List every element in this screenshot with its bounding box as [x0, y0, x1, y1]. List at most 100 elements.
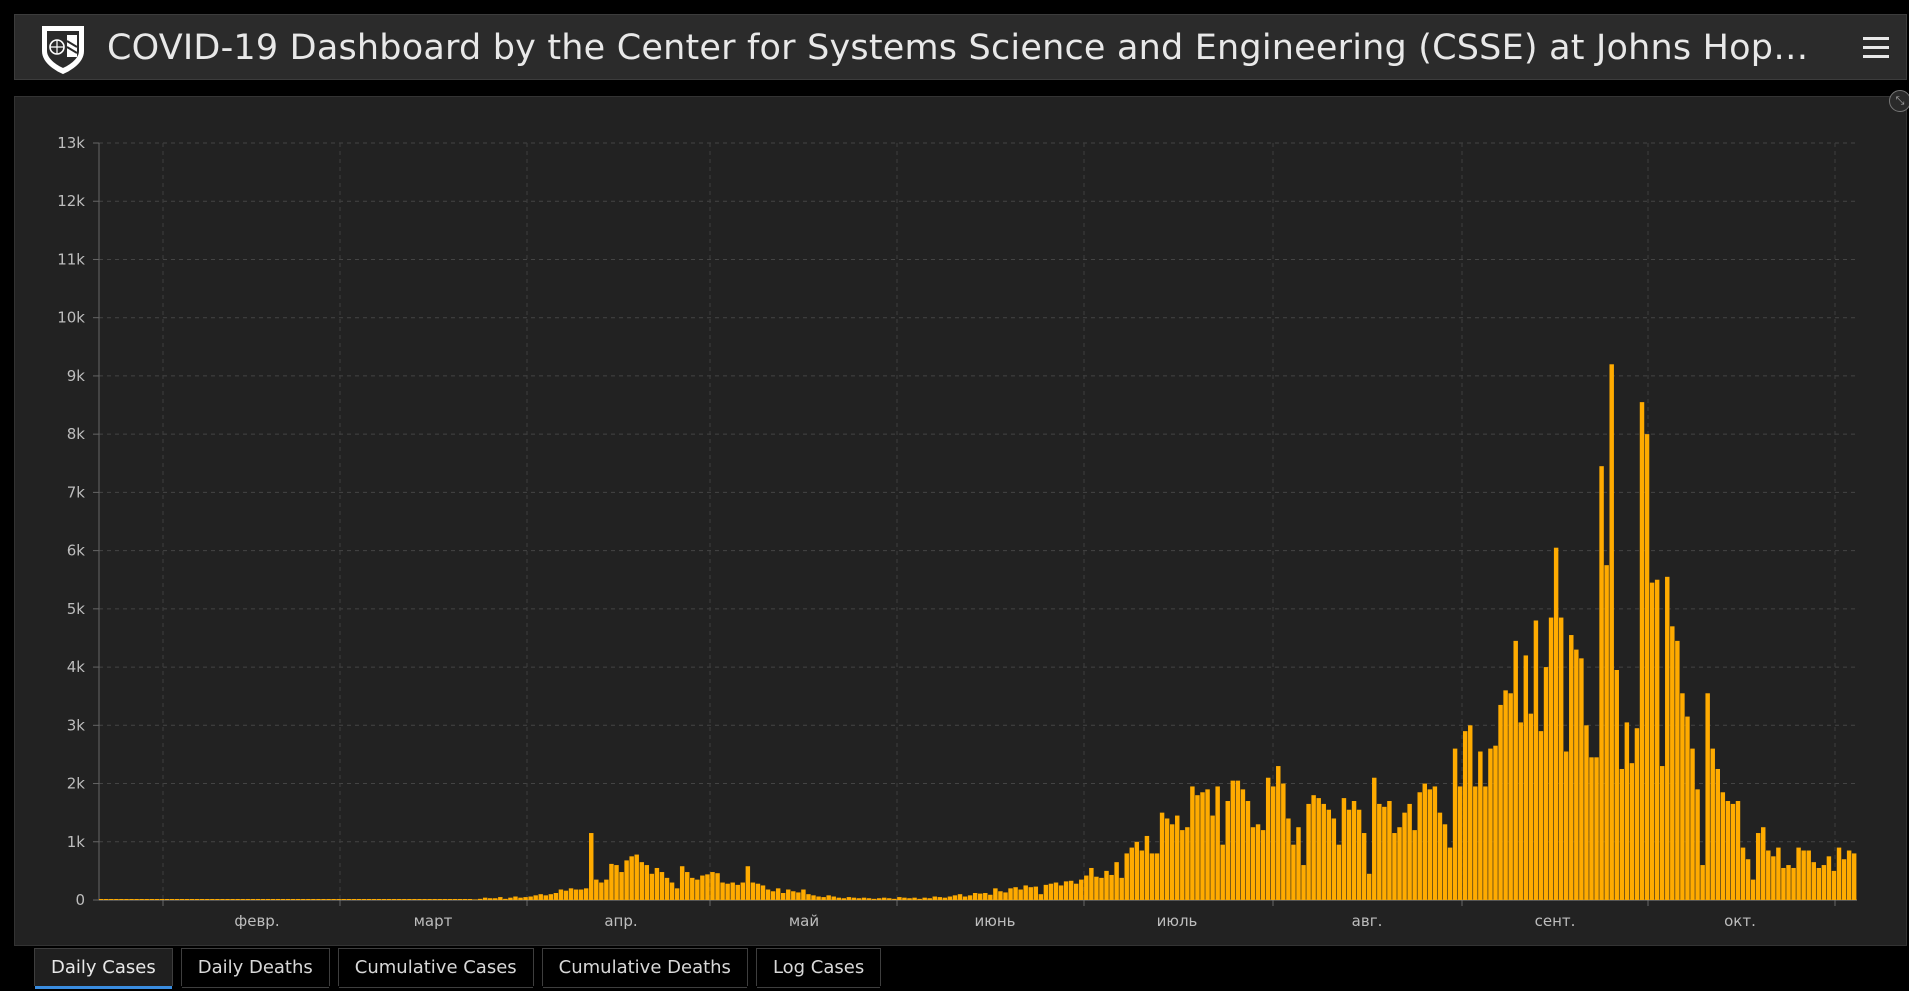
x-tick-label: апр.: [604, 912, 637, 930]
bar: [1670, 626, 1675, 900]
bar: [1806, 850, 1811, 900]
bar: [750, 882, 756, 900]
bar: [1144, 835, 1150, 900]
bar: [988, 894, 993, 900]
bar: [1109, 874, 1114, 900]
bar: [558, 889, 564, 900]
bar: [1154, 853, 1160, 900]
bar: [134, 899, 139, 900]
bar: [174, 899, 180, 900]
bar: [664, 877, 670, 900]
tab-daily-cases[interactable]: Daily Cases: [34, 948, 173, 989]
bar: [366, 899, 372, 900]
bar: [1220, 844, 1225, 900]
bar: [983, 893, 988, 900]
bar: [1503, 690, 1508, 900]
bar: [1407, 803, 1412, 900]
bar: [1619, 768, 1625, 900]
bar: [1609, 364, 1614, 900]
bar: [1427, 789, 1433, 900]
bar: [1351, 801, 1357, 900]
bar: [1604, 565, 1609, 900]
bar: [280, 899, 286, 900]
bar: [447, 899, 453, 900]
collapse-panel-icon[interactable]: ⤡: [1889, 90, 1909, 112]
bar: [720, 882, 725, 900]
tab-cumulative-cases[interactable]: Cumulative Cases: [337, 948, 534, 988]
bar: [1649, 582, 1655, 900]
bar: [144, 899, 149, 900]
bar: [1599, 466, 1604, 900]
bar: [917, 898, 922, 900]
bar: [1316, 798, 1321, 900]
bar: [760, 885, 766, 900]
bar: [1417, 792, 1422, 900]
bar: [290, 899, 296, 900]
bar: [296, 899, 301, 900]
bar: [614, 865, 619, 900]
bar: [604, 879, 609, 900]
bar: [1786, 865, 1791, 900]
bar: [669, 882, 675, 900]
bar: [1720, 792, 1726, 900]
bar: [695, 879, 700, 900]
bar: [1387, 801, 1392, 900]
bar: [1159, 812, 1165, 900]
bar: [1281, 783, 1286, 900]
bar: [139, 899, 144, 900]
bar: [700, 875, 705, 900]
bar: [1038, 894, 1044, 900]
bar: [1437, 812, 1443, 900]
bar: [1846, 850, 1852, 900]
bar: [786, 889, 791, 900]
bar: [1195, 795, 1200, 900]
bar: [902, 897, 907, 900]
bar: [220, 899, 225, 900]
bar: [301, 899, 306, 900]
bar: [690, 877, 695, 900]
bar: [740, 882, 746, 900]
bar: [791, 891, 796, 900]
bar: [1457, 786, 1463, 900]
bar: [432, 899, 437, 900]
tab-cumulative-deaths[interactable]: Cumulative Deaths: [541, 948, 748, 988]
y-tick-label: 12k: [57, 192, 85, 210]
bar: [1169, 824, 1175, 900]
bar: [109, 899, 114, 900]
bar: [493, 898, 498, 900]
bar: [1397, 827, 1402, 900]
tab-log-cases[interactable]: Log Cases: [755, 948, 882, 988]
y-tick-label: 1k: [67, 833, 86, 851]
bar: [927, 898, 932, 900]
bar: [639, 862, 644, 900]
bar: [1276, 766, 1281, 900]
bar: [649, 873, 655, 900]
bar: [851, 897, 857, 900]
bar: [659, 872, 665, 900]
bar: [831, 896, 836, 900]
bar: [1139, 850, 1145, 900]
bar: [1665, 576, 1670, 900]
bar: [1564, 751, 1569, 900]
bar: [1099, 877, 1104, 900]
bar: [922, 897, 927, 900]
bar: [937, 897, 943, 900]
bar: [892, 898, 897, 900]
bar: [1119, 877, 1124, 900]
bar: [1831, 870, 1837, 900]
bar: [947, 896, 953, 900]
hamburger-menu-icon[interactable]: [1858, 29, 1894, 65]
bar: [1073, 883, 1079, 900]
bar: [341, 899, 346, 900]
bar: [1175, 815, 1180, 900]
bar: [1356, 809, 1362, 900]
bar: [472, 899, 478, 900]
y-tick-label: 13k: [57, 134, 85, 152]
bar: [962, 896, 968, 900]
bar: [1200, 792, 1205, 900]
tab-daily-deaths[interactable]: Daily Deaths: [180, 948, 330, 988]
bar: [568, 888, 574, 900]
page-title: COVID-19 Dashboard by the Center for Sys…: [107, 28, 1827, 68]
y-tick-label: 3k: [67, 716, 86, 734]
bar: [1695, 789, 1700, 900]
